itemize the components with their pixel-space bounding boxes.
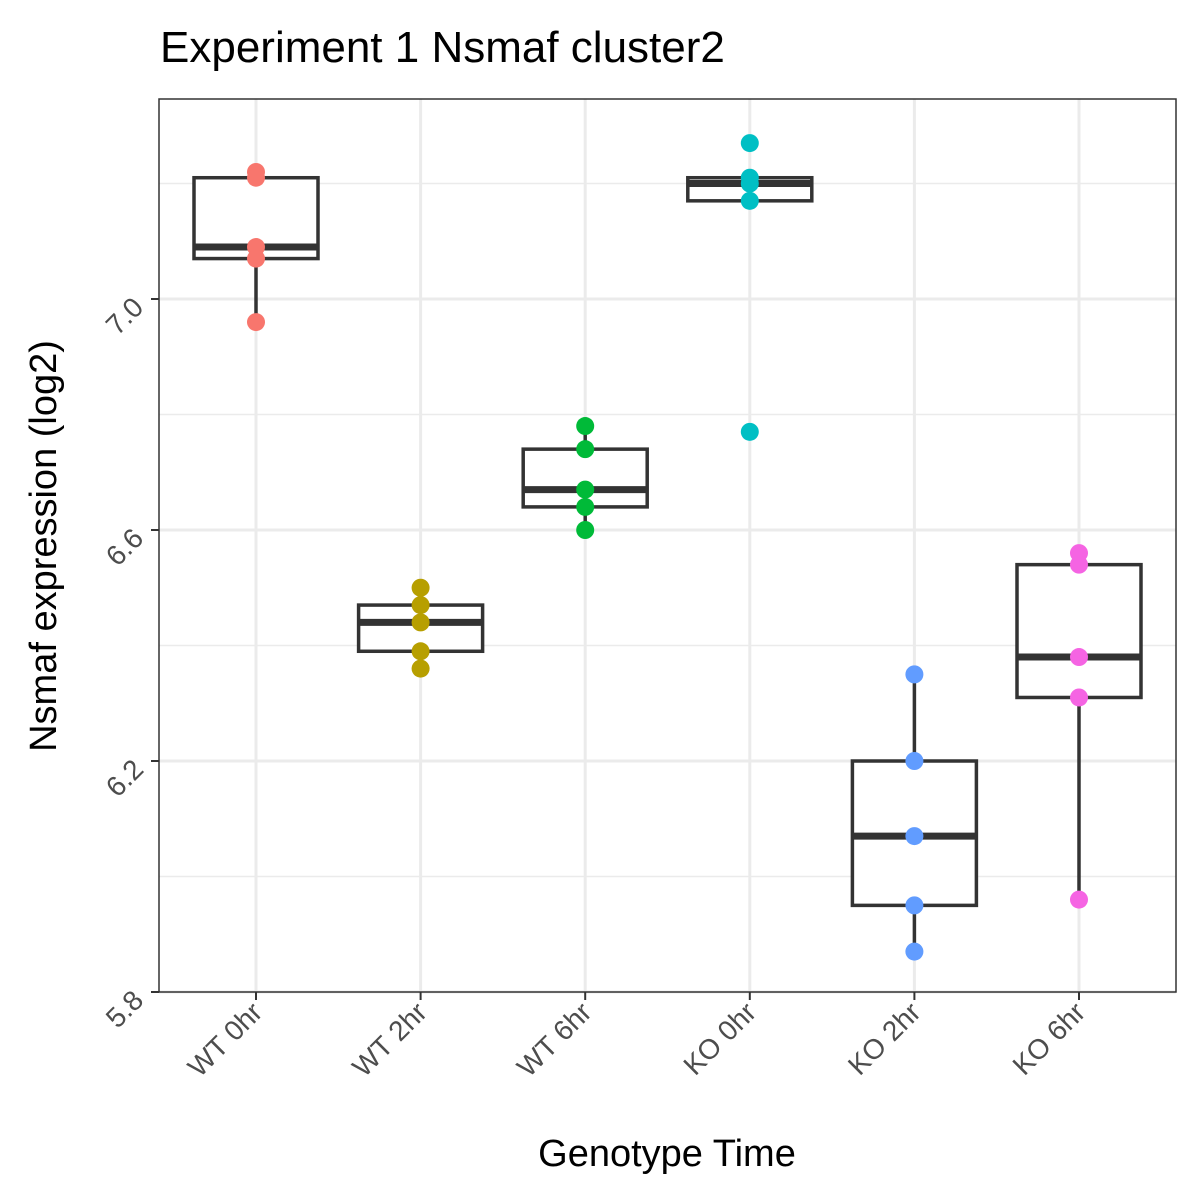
x-axis-title: Genotype Time <box>538 1133 796 1175</box>
data-point <box>576 521 595 539</box>
plot-panel-border <box>158 98 1177 993</box>
x-tick-label: KO 2hr <box>842 996 927 1081</box>
data-point <box>1070 890 1088 909</box>
data-point <box>247 168 265 187</box>
data-point <box>905 896 924 915</box>
x-tick-label: WT 6hr <box>511 996 597 1082</box>
chart-title: Experiment 1 Nsmaf cluster2 <box>160 23 725 72</box>
data-point <box>576 417 595 436</box>
x-tick-label: WT 2hr <box>346 996 432 1082</box>
data-point <box>576 440 595 459</box>
data-point <box>1070 555 1088 574</box>
box-5 <box>1015 553 1143 900</box>
box-body <box>1015 562 1143 700</box>
data-point <box>905 827 924 846</box>
data-point <box>1070 688 1088 707</box>
data-point <box>576 497 595 516</box>
data-point <box>740 191 759 210</box>
data-point <box>1070 648 1088 667</box>
data-point <box>576 480 595 499</box>
x-tick-label: KO 0hr <box>677 996 762 1081</box>
data-point <box>905 752 924 770</box>
y-tick-label: 6.6 <box>100 522 149 571</box>
data-point <box>905 942 924 961</box>
data-point <box>740 174 759 193</box>
data-point <box>740 422 759 441</box>
x-tick-label: WT 0hr <box>182 996 268 1082</box>
axes: 5.8 6.2 6.6 7.0 WT 0hr WT 2hr WT 6hr KO 0hr KO 2… <box>100 291 1091 1082</box>
x-tick-label: KO 6hr <box>1007 996 1092 1081</box>
y-axis-title: Nsmaf expression (log2) <box>23 340 65 752</box>
y-tick-label: 5.8 <box>100 984 149 1033</box>
data-point <box>411 642 430 661</box>
data-point <box>740 134 759 153</box>
y-tick-label: 6.2 <box>100 753 149 802</box>
data-point <box>247 313 265 332</box>
data-point <box>905 665 924 684</box>
boxes <box>192 171 1143 952</box>
data-point <box>411 613 430 632</box>
data-point <box>411 659 430 678</box>
data-point <box>247 249 265 268</box>
data-point <box>411 596 430 615</box>
data-point <box>411 578 430 597</box>
y-tick-label: 7.0 <box>100 291 149 340</box>
points <box>247 134 1088 961</box>
